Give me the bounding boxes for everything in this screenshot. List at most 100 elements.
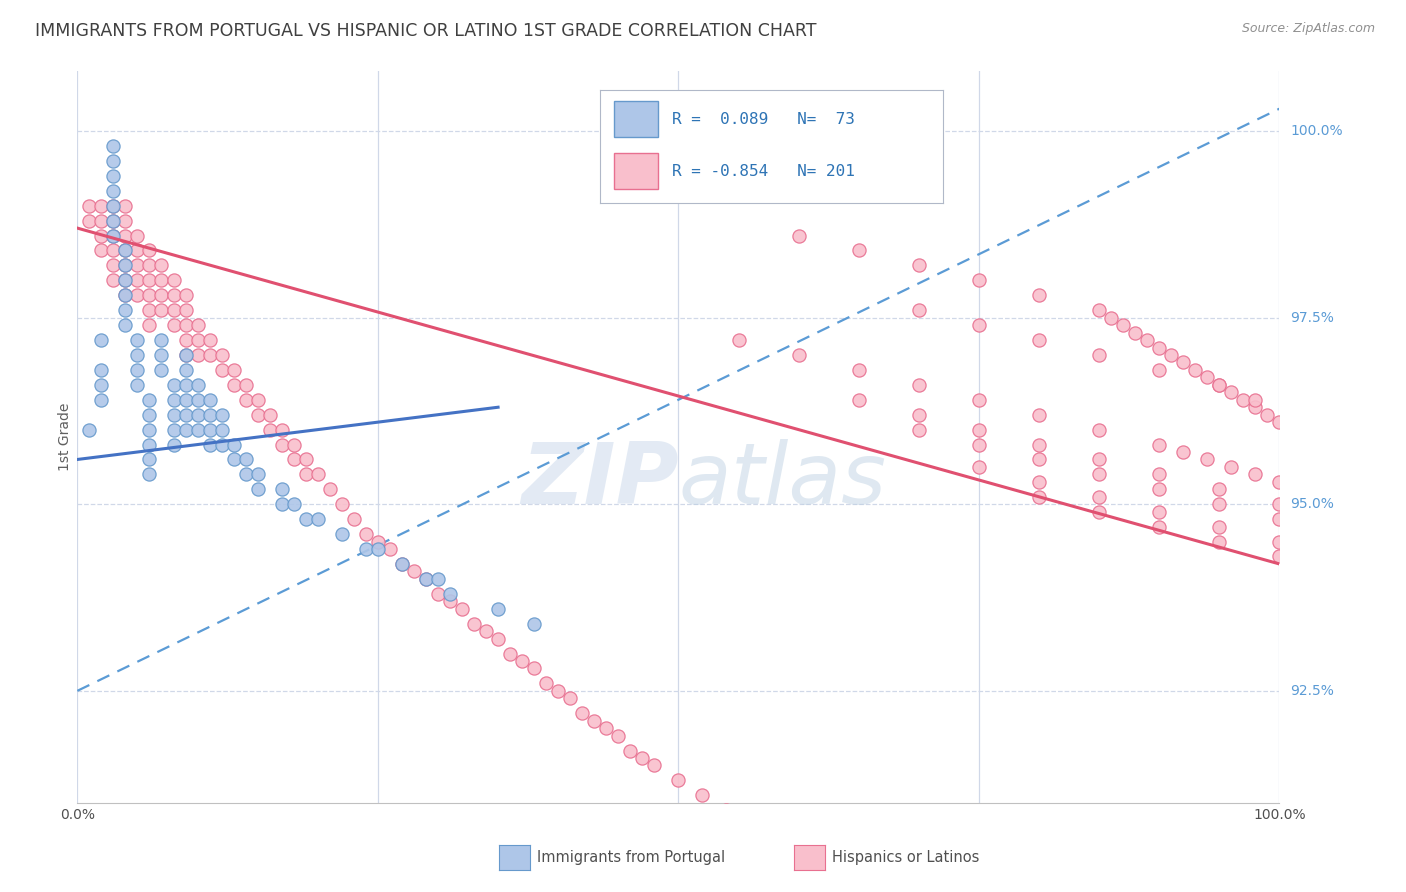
- Point: [1149, 519, 1171, 533]
- Point: [259, 408, 281, 422]
- Point: [560, 691, 582, 706]
- Text: 100.0%: 100.0%: [1291, 124, 1343, 138]
- Point: [174, 318, 197, 332]
- Point: [186, 408, 209, 422]
- Point: [1149, 341, 1171, 355]
- Point: [908, 423, 931, 437]
- Point: [103, 199, 125, 213]
- Point: [235, 467, 257, 482]
- Point: [246, 467, 269, 482]
- Point: [270, 437, 292, 451]
- Point: [330, 527, 353, 541]
- Point: [1088, 303, 1111, 318]
- Point: [127, 228, 149, 243]
- Point: [1208, 497, 1230, 511]
- Point: [1099, 310, 1122, 325]
- Point: [138, 259, 160, 273]
- Point: [150, 348, 173, 362]
- Text: 92.5%: 92.5%: [1291, 684, 1334, 698]
- Point: [354, 542, 377, 557]
- Point: [150, 363, 173, 377]
- Point: [138, 467, 160, 482]
- Point: [103, 228, 125, 243]
- Point: [186, 392, 209, 407]
- Point: [908, 408, 931, 422]
- Point: [751, 825, 773, 839]
- Point: [1028, 490, 1050, 504]
- Point: [103, 213, 125, 227]
- Point: [534, 676, 557, 690]
- Point: [740, 818, 762, 832]
- Point: [727, 333, 749, 347]
- Point: [1028, 452, 1050, 467]
- Point: [103, 228, 125, 243]
- Point: [103, 199, 125, 213]
- Point: [186, 348, 209, 362]
- Point: [402, 565, 425, 579]
- Point: [486, 632, 509, 646]
- Point: [1112, 318, 1135, 332]
- Point: [222, 377, 245, 392]
- Point: [908, 377, 931, 392]
- Point: [283, 452, 305, 467]
- Point: [583, 714, 606, 728]
- Point: [162, 377, 184, 392]
- Point: [294, 512, 316, 526]
- Point: [270, 497, 292, 511]
- Point: [811, 863, 834, 877]
- Point: [235, 452, 257, 467]
- Point: [510, 654, 533, 668]
- Point: [270, 423, 292, 437]
- Point: [319, 483, 342, 497]
- Point: [90, 377, 112, 392]
- Point: [246, 483, 269, 497]
- Point: [162, 303, 184, 318]
- Point: [1088, 423, 1111, 437]
- Point: [103, 139, 125, 153]
- Point: [294, 452, 316, 467]
- Point: [174, 333, 197, 347]
- Point: [1220, 385, 1243, 400]
- Point: [908, 259, 931, 273]
- Point: [79, 213, 101, 227]
- Point: [499, 647, 522, 661]
- Point: [343, 512, 366, 526]
- Point: [114, 244, 136, 258]
- Point: [967, 392, 990, 407]
- Point: [967, 459, 990, 474]
- Point: [1136, 333, 1159, 347]
- Point: [1244, 401, 1267, 415]
- Point: [908, 303, 931, 318]
- Point: [246, 392, 269, 407]
- Point: [90, 392, 112, 407]
- Point: [90, 213, 112, 227]
- Point: [391, 557, 413, 571]
- Point: [631, 751, 654, 765]
- Point: [186, 377, 209, 392]
- Point: [463, 616, 485, 631]
- Point: [138, 244, 160, 258]
- Text: Hispanics or Latinos: Hispanics or Latinos: [832, 850, 980, 864]
- Point: [222, 363, 245, 377]
- Point: [162, 408, 184, 422]
- Point: [486, 601, 509, 615]
- Point: [150, 288, 173, 302]
- Point: [1088, 467, 1111, 482]
- Point: [198, 408, 221, 422]
- Point: [211, 408, 233, 422]
- Point: [246, 408, 269, 422]
- Point: [127, 273, 149, 287]
- Point: [1268, 549, 1291, 564]
- Point: [787, 848, 810, 863]
- Point: [1123, 326, 1146, 340]
- Point: [174, 348, 197, 362]
- Point: [1088, 452, 1111, 467]
- Point: [174, 288, 197, 302]
- Point: [162, 288, 184, 302]
- Point: [114, 213, 136, 227]
- Point: [127, 363, 149, 377]
- Point: [1184, 363, 1206, 377]
- Point: [162, 273, 184, 287]
- Point: [619, 743, 641, 757]
- Point: [763, 833, 786, 847]
